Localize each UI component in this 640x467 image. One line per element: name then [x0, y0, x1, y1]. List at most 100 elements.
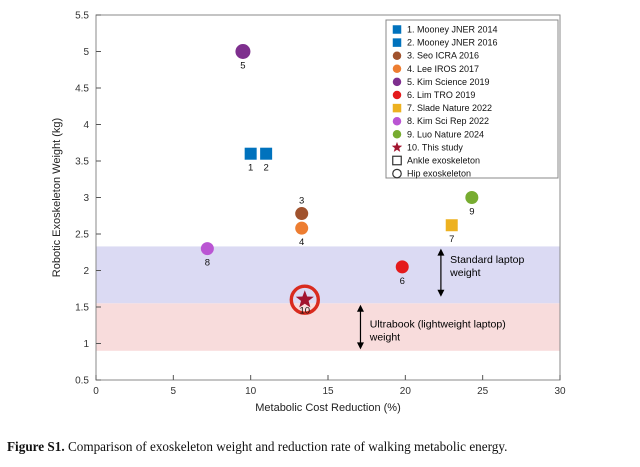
- point-number: 9: [469, 207, 474, 218]
- legend-item-3: 3. Seo ICRA 2016: [392, 51, 479, 61]
- legend-item-11: Ankle exoskeleton: [392, 155, 480, 166]
- point-marker: [445, 219, 458, 232]
- legend-label: Ankle exoskeleton: [407, 156, 480, 166]
- data-point-3: 3: [295, 196, 309, 221]
- point-number: 4: [299, 237, 304, 248]
- x-tick-label: 15: [322, 386, 334, 397]
- y-tick-label: 1.5: [75, 303, 89, 314]
- legend-label: 8. Kim Sci Rep 2022: [407, 116, 489, 126]
- x-tick-label: 5: [171, 386, 177, 397]
- legend-label: 7. Slade Nature 2022: [407, 103, 492, 113]
- arrow-head-up: [437, 248, 445, 256]
- legend-marker: [392, 38, 402, 47]
- legend-label: 9. Luo Nature 2024: [407, 129, 484, 139]
- y-tick-label: 1: [83, 339, 89, 350]
- legend-label: 5. Kim Science 2019: [407, 77, 490, 87]
- legend-item-10: 10. This study: [391, 141, 463, 152]
- band-ultrabook: [96, 303, 560, 351]
- y-tick-label: 5: [83, 47, 89, 58]
- legend-marker: [392, 64, 402, 74]
- x-tick-label: 25: [477, 386, 489, 397]
- y-tick-label: 4: [83, 120, 89, 131]
- data-point-9: 9: [465, 191, 479, 218]
- legend-label: 4. Lee IROS 2017: [407, 64, 479, 74]
- data-point-4: 4: [295, 221, 309, 248]
- legend-item-5: 5. Kim Science 2019: [392, 77, 490, 87]
- legend-item-7: 7. Slade Nature 2022: [392, 103, 492, 113]
- annotation-text: Standard laptop: [450, 254, 524, 266]
- figure-caption-label: Figure S1.: [7, 439, 65, 454]
- data-point-2: 2: [260, 147, 273, 174]
- x-tick-label: 0: [93, 386, 99, 397]
- legend-item-2: 2. Mooney JNER 2016: [392, 38, 498, 48]
- point-number: 6: [400, 276, 405, 287]
- point-marker: [295, 290, 314, 308]
- legend-item-4: 4. Lee IROS 2017: [392, 64, 479, 74]
- legend-marker: [391, 141, 403, 152]
- y-tick-label: 3: [83, 193, 89, 204]
- point-number: 10: [300, 306, 311, 317]
- y-tick-label: 3.5: [75, 157, 89, 168]
- highlight-ring: [289, 284, 320, 315]
- y-axis-label: Robotic Exoskeleton Weight (kg): [51, 118, 63, 277]
- legend-item-6: 6. Lim TRO 2019: [392, 90, 475, 100]
- legend-label: 1. Mooney JNER 2014: [407, 25, 498, 35]
- point-number: 5: [240, 61, 245, 72]
- scatter-plot: 0 5 10 15 20 25 300.511.522.533.544.555.5Metab…: [51, 11, 566, 415]
- legend-marker: [392, 116, 402, 126]
- point-number: 3: [299, 196, 304, 207]
- legend-label: 2. Mooney JNER 2016: [407, 38, 498, 48]
- y-tick-label: 4.5: [75, 84, 89, 95]
- data-point-5: 5: [235, 44, 251, 72]
- point-marker: [260, 147, 273, 160]
- y-tick-label: 0.5: [75, 376, 89, 387]
- annotation-text: weight: [369, 331, 400, 343]
- y-tick-label: 2.5: [75, 230, 89, 241]
- annotation-text: weight: [449, 267, 480, 279]
- legend-label: 6. Lim TRO 2019: [407, 90, 475, 100]
- arrow-head-down: [356, 342, 364, 350]
- data-point-8: 8: [200, 242, 214, 269]
- legend-marker: [392, 168, 402, 179]
- legend-item-1: 1. Mooney JNER 2014: [392, 25, 498, 35]
- data-point-6: 6: [395, 260, 409, 287]
- legend-item-8: 8. Kim Sci Rep 2022: [392, 116, 489, 126]
- legend-marker: [392, 51, 402, 60]
- legend-marker: [392, 155, 402, 166]
- point-marker: [295, 207, 309, 221]
- legend-marker: [392, 77, 402, 87]
- data-point-10: 10: [289, 284, 320, 317]
- legend-marker: [392, 90, 402, 100]
- figure-caption-text: Comparison of exoskeleton weight and red…: [64, 439, 508, 454]
- annotation-text: Ultrabook (lightweight laptop): [370, 318, 506, 330]
- point-marker: [295, 221, 309, 235]
- legend-marker: [392, 25, 402, 34]
- data-point-7: 7: [445, 219, 458, 245]
- point-marker: [200, 242, 214, 256]
- arrow-head-down: [437, 289, 445, 297]
- legend-label: 10. This study: [407, 142, 463, 152]
- legend-label: Hip exoskeleton: [407, 169, 471, 179]
- legend-box: [385, 19, 559, 179]
- legend-item-12: Hip exoskeleton: [392, 168, 471, 179]
- point-marker: [465, 191, 479, 204]
- legend-marker: [392, 130, 402, 139]
- point-number: 2: [263, 163, 268, 174]
- y-tick-label: 5.5: [75, 11, 89, 22]
- point-number: 8: [205, 258, 210, 269]
- x-axis-label: Metabolic Cost Reduction (%): [255, 402, 401, 414]
- x-tick-label: 20: [400, 386, 412, 397]
- legend-label: 3. Seo ICRA 2016: [407, 51, 479, 61]
- legend: 1. Mooney JNER 2014 2. Mooney JNER 2016 3.…: [385, 19, 559, 179]
- arrow-head-up: [356, 304, 364, 312]
- band-standard-laptop: [96, 246, 560, 304]
- point-number: 1: [248, 163, 253, 174]
- point-marker: [244, 147, 257, 160]
- annotation-ultrabook: Ultrabook (lightweight laptop)weight: [356, 304, 506, 350]
- legend-item-9: 9. Luo Nature 2024: [392, 129, 484, 139]
- point-marker: [235, 44, 251, 59]
- legend-marker: [392, 103, 402, 113]
- point-marker: [395, 260, 409, 274]
